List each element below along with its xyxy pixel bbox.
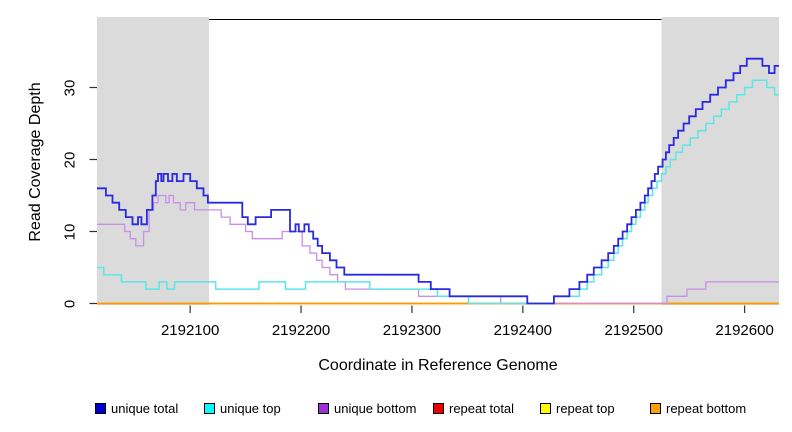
legend-label: unique bottom <box>334 401 417 416</box>
series-line-unique-top <box>97 79 779 305</box>
x-tick-label: 2192400 <box>493 322 553 339</box>
legend-label: unique top <box>220 401 281 416</box>
legend-label: repeat total <box>449 401 515 416</box>
y-tick-label: 0 <box>61 299 79 308</box>
x-tick-label: 2192200 <box>271 322 331 339</box>
legend-swatch-icon <box>204 403 215 414</box>
legend-swatch-icon <box>318 403 329 414</box>
x-tick-label: 2192100 <box>160 322 220 339</box>
series-line-unique-total <box>97 57 779 305</box>
legend-label: unique total <box>111 401 179 416</box>
y-tick-label: 10 <box>61 223 79 240</box>
repeat-region-left-shade <box>97 17 210 305</box>
y-axis-title: Read Coverage Depth <box>27 82 44 242</box>
legend-swatch-icon <box>95 403 106 414</box>
legend-label: repeat top <box>556 401 615 416</box>
x-axis-title: Coordinate in Reference Genome <box>318 357 558 374</box>
legend-swatch-icon <box>650 403 661 414</box>
y-tick-label: 30 <box>61 79 79 96</box>
legend-swatch-icon <box>433 403 444 414</box>
legend-label: repeat bottom <box>666 401 747 416</box>
x-tick-label: 2192600 <box>715 322 774 339</box>
repeat-region-right-shade <box>661 17 779 305</box>
x-tick-label: 2192500 <box>604 322 663 339</box>
legend-swatch-icon <box>540 403 551 414</box>
x-tick-label: 2192300 <box>382 322 442 339</box>
y-tick-label: 20 <box>61 151 79 168</box>
